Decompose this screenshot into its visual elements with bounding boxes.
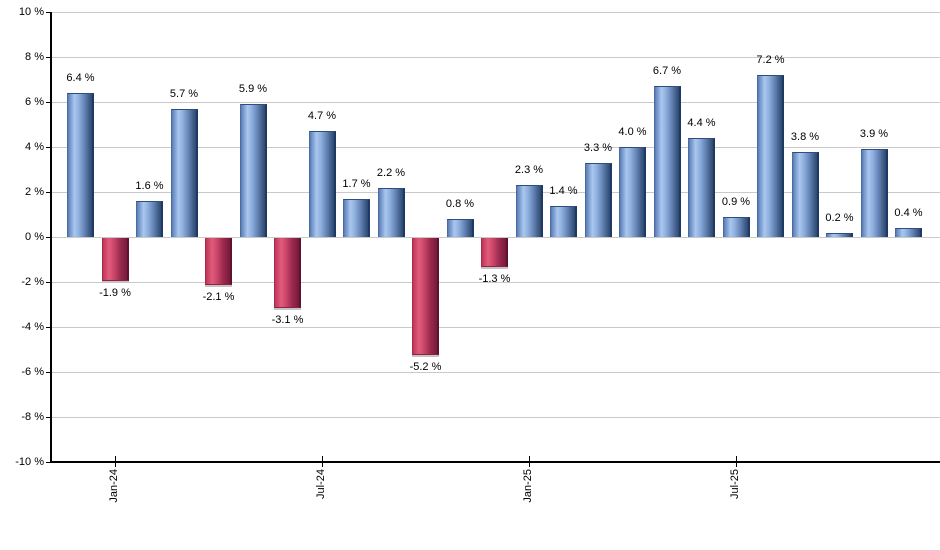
bar-value-label: 3.3 % bbox=[583, 141, 613, 154]
x-axis-label: Jan-25 bbox=[522, 469, 534, 503]
y-axis-label: -8 % bbox=[21, 411, 44, 423]
bar-Apr-24 bbox=[205, 238, 232, 286]
bar-Nov-24 bbox=[446, 219, 474, 237]
bar-value-label: 4.7 % bbox=[307, 110, 337, 123]
bar-May-25 bbox=[653, 86, 681, 237]
bar-Apr-25 bbox=[619, 147, 646, 237]
y-axis-label: 0 % bbox=[25, 231, 44, 243]
y-axis-label: -4 % bbox=[21, 321, 44, 333]
x-axis bbox=[50, 461, 940, 463]
y-axis-label: 2 % bbox=[25, 186, 44, 198]
gridline bbox=[50, 102, 940, 103]
bar-value-label: 1.4 % bbox=[549, 184, 578, 197]
bar-value-label: 3.8 % bbox=[790, 130, 820, 143]
bar-value-label: 1.7 % bbox=[342, 177, 371, 190]
y-axis-tick bbox=[46, 12, 50, 13]
y-axis-tick bbox=[46, 462, 50, 463]
y-axis-label: 8 % bbox=[25, 51, 44, 63]
gridline bbox=[50, 282, 940, 283]
bar-value-label: 6.4 % bbox=[66, 72, 95, 84]
bar-Jan-25 bbox=[515, 185, 543, 237]
y-axis bbox=[50, 12, 52, 462]
x-axis-tick bbox=[114, 456, 116, 467]
bar-value-label: 4.0 % bbox=[618, 126, 647, 138]
bar-Mar-25 bbox=[584, 162, 612, 237]
gridline bbox=[50, 192, 940, 193]
y-axis-label: -2 % bbox=[21, 276, 44, 288]
y-axis-tick bbox=[46, 192, 50, 193]
bar-Aug-24 bbox=[343, 198, 370, 237]
gridline bbox=[50, 147, 940, 148]
bar-Dec-25 bbox=[895, 228, 922, 237]
bar-value-label: 0.8 % bbox=[445, 198, 475, 210]
y-axis-tick bbox=[46, 327, 50, 328]
bar-Aug-25 bbox=[757, 75, 784, 237]
bar-value-label: 0.4 % bbox=[894, 207, 923, 219]
bar-value-label: 6.7 % bbox=[652, 65, 682, 78]
bar-Jan-24 bbox=[101, 238, 129, 281]
bar-value-label: -2.1 % bbox=[202, 291, 235, 304]
bar-value-label: 3.9 % bbox=[859, 128, 889, 141]
gridline bbox=[50, 237, 940, 238]
bar-Oct-25 bbox=[826, 232, 853, 237]
gridline bbox=[50, 417, 940, 418]
y-axis-label: -10 % bbox=[15, 456, 44, 468]
y-axis-tick bbox=[46, 147, 50, 148]
bar-value-label: 7.2 % bbox=[756, 54, 785, 66]
gridline bbox=[50, 372, 940, 373]
y-axis-tick bbox=[46, 282, 50, 283]
bar-Jul-24 bbox=[308, 131, 336, 237]
y-axis-label: 10 % bbox=[18, 6, 44, 18]
bar-Oct-24 bbox=[412, 238, 439, 355]
bar-value-label: -3.1 % bbox=[271, 313, 304, 326]
x-axis-tick bbox=[528, 456, 530, 467]
x-axis-label: Jan-24 bbox=[108, 469, 120, 503]
bar-Dec-23 bbox=[67, 93, 94, 237]
x-axis-label: Jul-24 bbox=[315, 469, 327, 499]
bar-Feb-25 bbox=[550, 205, 577, 237]
x-axis-tick bbox=[735, 456, 737, 467]
bar-value-label: -5.2 % bbox=[409, 361, 442, 373]
gridline bbox=[50, 12, 940, 13]
y-axis-tick bbox=[46, 372, 50, 373]
bar-Dec-24 bbox=[481, 238, 508, 268]
gridline bbox=[50, 327, 940, 328]
bar-Jul-25 bbox=[722, 216, 750, 237]
y-axis-label: 4 % bbox=[25, 141, 44, 153]
bar-value-label: 2.2 % bbox=[376, 166, 406, 179]
y-axis-tick bbox=[46, 102, 50, 103]
bar-value-label: 2.3 % bbox=[514, 164, 544, 177]
bar-value-label: 0.9 % bbox=[721, 195, 751, 208]
y-axis-tick bbox=[46, 417, 50, 418]
bar-value-label: -1.3 % bbox=[478, 273, 511, 286]
bar-value-label: 0.2 % bbox=[825, 211, 854, 224]
bar-Jun-24 bbox=[274, 238, 301, 308]
bar-value-label: -1.9 % bbox=[99, 286, 131, 299]
bar-value-label: 1.6 % bbox=[135, 180, 164, 192]
y-axis-tick bbox=[46, 237, 50, 238]
bar-Sep-24 bbox=[377, 187, 405, 237]
bar-Feb-24 bbox=[136, 201, 163, 237]
bar-Nov-25 bbox=[860, 149, 888, 237]
bar-Jun-25 bbox=[688, 138, 715, 237]
y-axis-tick bbox=[46, 57, 50, 58]
y-axis-label: 6 % bbox=[25, 96, 44, 108]
bar-Mar-24 bbox=[170, 108, 198, 237]
x-axis-label: Jul-25 bbox=[729, 469, 741, 499]
bar-May-24 bbox=[239, 104, 267, 237]
x-axis-tick bbox=[321, 456, 323, 467]
bar-Sep-25 bbox=[791, 151, 819, 237]
bar-value-label: 4.4 % bbox=[687, 117, 716, 129]
y-axis-label: -6 % bbox=[21, 366, 44, 378]
bar-value-label: 5.7 % bbox=[169, 87, 199, 100]
gridline bbox=[50, 57, 940, 58]
bar-value-label: 5.9 % bbox=[238, 83, 268, 96]
